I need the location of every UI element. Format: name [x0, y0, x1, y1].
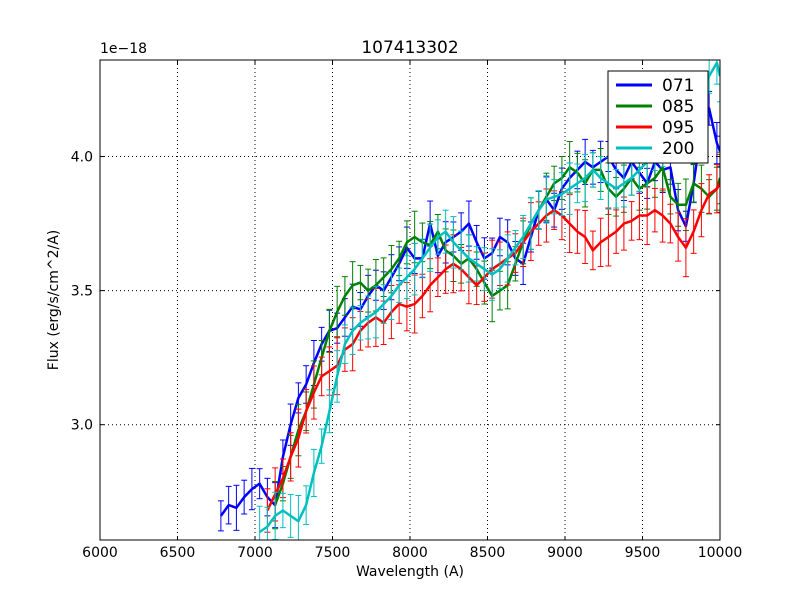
x-tick-label: 7500	[315, 545, 351, 561]
y-axis-label: Flux (erg/s/cm^2/A)	[46, 230, 62, 370]
legend-label: 200	[662, 139, 694, 159]
legend-label: 095	[662, 118, 694, 138]
x-tick-label: 8500	[470, 545, 506, 561]
chart-title: 107413302	[361, 38, 458, 58]
legend-item-200: 200	[616, 139, 694, 159]
error-bar	[717, 60, 720, 103]
series-line-085	[273, 166, 720, 506]
y-tick-label: 3.0	[71, 418, 93, 434]
legend-item-095: 095	[616, 118, 694, 138]
error-bar	[717, 135, 720, 167]
x-tick-label: 6000	[82, 545, 118, 561]
x-tick-label: 9500	[625, 545, 661, 561]
plot-area	[217, 60, 720, 540]
ticks: 6000 6500 7000 7500 8000 8500 9000 9500 10000 3.0…	[71, 60, 743, 561]
x-tick-label: 6500	[160, 545, 196, 561]
x-axis-label: Wavelength (A)	[356, 564, 464, 580]
y-tick-label: 3.5	[71, 284, 93, 300]
error-bar	[717, 153, 720, 213]
legend-label: 071	[662, 76, 694, 96]
error-bar	[717, 151, 720, 205]
y-offset-label: 1e−18	[100, 41, 147, 57]
x-tick-label: 8000	[392, 545, 428, 561]
y-tick-label: 4.0	[71, 150, 93, 166]
legend-item-085: 085	[616, 97, 694, 117]
x-tick-label: 10000	[698, 545, 743, 561]
legend-item-071: 071	[616, 76, 694, 96]
legend-label: 085	[662, 97, 694, 117]
x-tick-label: 9000	[547, 545, 583, 561]
series-line-071	[219, 107, 720, 517]
x-tick-label: 7000	[237, 545, 273, 561]
